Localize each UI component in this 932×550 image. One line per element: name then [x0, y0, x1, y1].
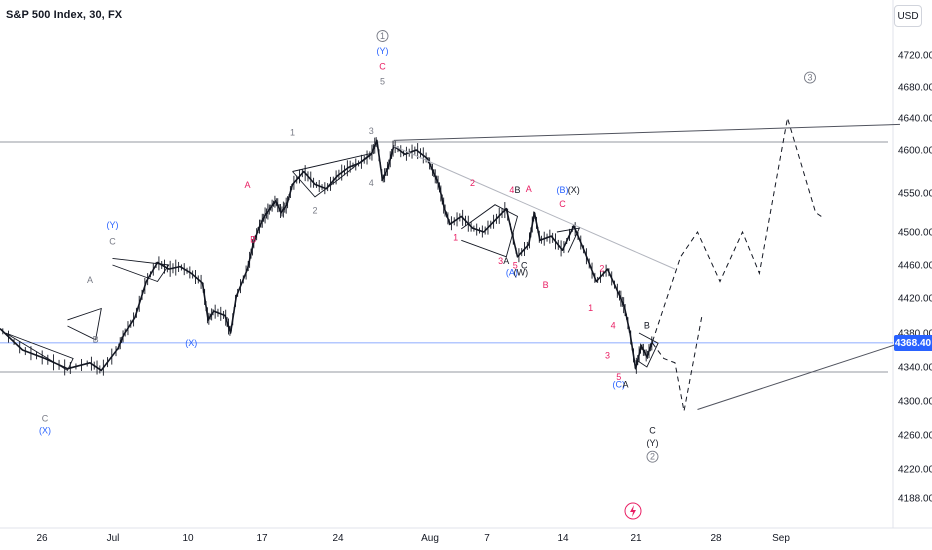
x-tick-label: Jul	[107, 533, 120, 544]
wave-label: 5	[380, 77, 385, 87]
y-tick-label: 4220.00	[898, 465, 932, 476]
wave-label: 2	[650, 452, 655, 462]
wave-label: (X)	[39, 425, 51, 435]
y-tick-label: 4340.00	[898, 363, 932, 374]
wave-label: 3	[498, 256, 503, 266]
y-tick-label: 4460.00	[898, 261, 932, 272]
x-tick-label: 17	[256, 533, 268, 544]
wave-label: C	[109, 236, 116, 246]
wave-label: 2	[599, 264, 604, 274]
wave-label: 2	[470, 178, 475, 188]
lightning-icon	[630, 505, 636, 517]
y-tick-label: 4420.00	[898, 294, 932, 305]
wave-label: 4	[369, 178, 374, 188]
x-tick-label: 24	[332, 533, 344, 544]
last-price-tag: 4368.40	[894, 335, 932, 351]
wave-label: 1	[588, 303, 593, 313]
x-tick-label: 28	[710, 533, 722, 544]
pattern-drawing	[461, 204, 519, 258]
wave-label: (Y)	[107, 220, 119, 230]
wave-label: A	[526, 184, 532, 194]
wave-label: (B)	[557, 185, 569, 195]
y-tick-label: 4500.00	[898, 228, 932, 239]
wave-label: (W)	[514, 268, 529, 278]
wave-label: C	[379, 61, 386, 71]
currency-button[interactable]: USD	[894, 5, 922, 27]
wave-label: A	[244, 180, 250, 190]
wave-label: (Y)	[647, 438, 659, 448]
y-tick-label: 4600.00	[898, 146, 932, 157]
wave-label: 5	[513, 260, 518, 270]
wave-label: C	[649, 425, 656, 435]
wave-label: (A)	[506, 268, 518, 278]
wave-label: C	[521, 260, 528, 270]
y-tick-label: 4380.00	[898, 329, 932, 340]
wave-label: 4	[611, 321, 616, 331]
wave-label: (C)	[613, 379, 626, 389]
x-tick-label: 10	[182, 533, 194, 544]
x-tick-label: Sep	[772, 533, 790, 544]
wave-label: B	[93, 334, 99, 344]
wave-label: A	[622, 379, 628, 389]
symbol-title: S&P 500 Index, 30, FX	[6, 9, 123, 21]
y-tick-label: 4260.00	[898, 431, 932, 442]
projection-path	[652, 315, 703, 412]
wave-label: C	[559, 199, 566, 209]
wave-label: A	[87, 275, 93, 285]
wave-label: A	[503, 256, 509, 266]
x-tick-label: 14	[557, 533, 569, 544]
wave-label: 1	[290, 128, 295, 138]
y-tick-label: 4640.00	[898, 114, 932, 125]
trend-line	[393, 123, 901, 141]
wave-label: 3	[605, 351, 610, 361]
x-tick-label: 7	[484, 533, 490, 544]
wave-label: 3	[369, 126, 374, 136]
wave-label: (Y)	[377, 46, 389, 56]
y-tick-label: 4720.00	[898, 51, 932, 62]
y-tick-label: 4300.00	[898, 397, 932, 408]
wave-label: (X)	[568, 185, 580, 195]
wave-label: 4	[509, 185, 514, 195]
wave-label: 1	[453, 232, 458, 242]
pattern-drawing	[636, 332, 659, 368]
x-tick-label: 21	[630, 533, 642, 544]
wave-label: 5	[616, 372, 621, 382]
wave-label: B	[514, 185, 520, 195]
channel-line	[393, 145, 676, 270]
wave-label: C	[42, 413, 49, 423]
wave-circle-marker	[804, 71, 816, 84]
wave-label: B	[543, 280, 549, 290]
pattern-drawing	[112, 257, 170, 283]
wave-label: 1	[380, 31, 385, 41]
pattern-drawing	[556, 227, 581, 253]
wave-label: 3	[807, 73, 812, 83]
y-tick-label: 4550.00	[898, 189, 932, 200]
x-tick-label: Aug	[421, 533, 439, 544]
wave-label: B	[250, 235, 256, 245]
pattern-drawing	[67, 307, 102, 341]
y-tick-label: 4680.00	[898, 83, 932, 94]
projection-path	[652, 117, 822, 342]
pattern-drawing	[5, 332, 74, 372]
wave-circle-marker	[646, 450, 659, 463]
wave-label: B	[644, 321, 650, 331]
x-tick-label: 26	[36, 533, 48, 544]
wave-circle-marker	[376, 30, 389, 42]
wave-label: (X)	[185, 338, 197, 348]
trend-line	[697, 342, 901, 410]
y-tick-label: 4188.00	[898, 494, 932, 505]
pattern-drawing	[292, 152, 372, 198]
economic-event-icon	[624, 502, 642, 520]
wave-label: 2	[312, 205, 317, 215]
